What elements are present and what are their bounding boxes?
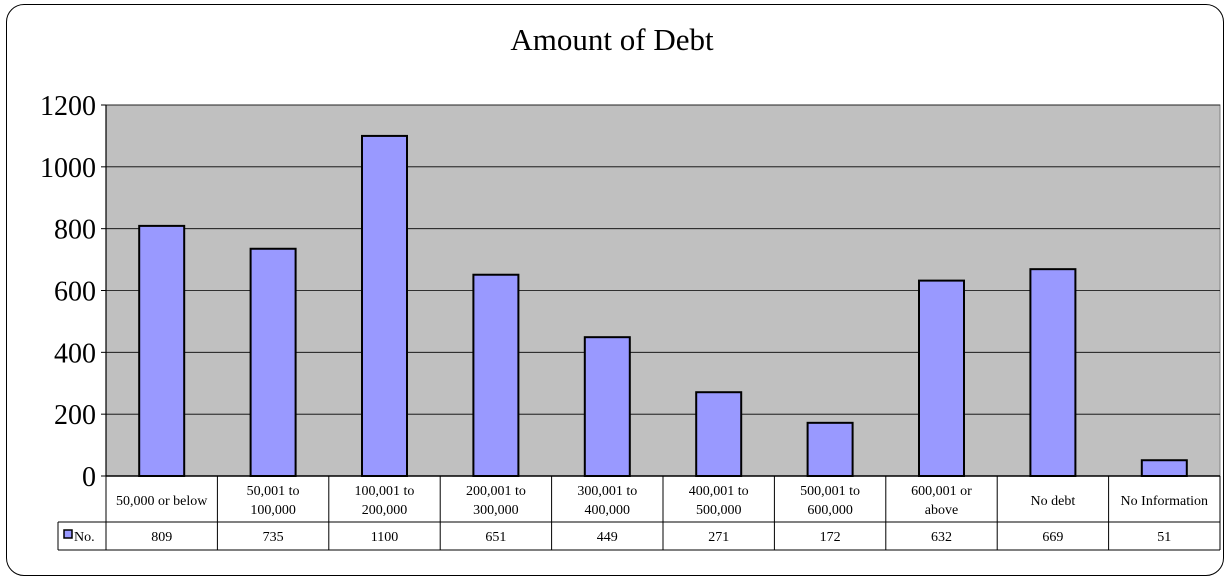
- y-tick-label: 1000: [40, 153, 96, 184]
- category-label: 200,000: [362, 503, 408, 518]
- bar: [583, 336, 631, 477]
- bar: [1140, 459, 1188, 478]
- category-label: 50,000 or below: [116, 494, 208, 509]
- data-table-value: 669: [1042, 530, 1063, 545]
- data-table-value: 651: [485, 530, 506, 545]
- data-table-value: 449: [597, 530, 618, 545]
- category-label: 400,001 to: [689, 484, 749, 499]
- data-table-value: 809: [151, 530, 172, 545]
- category-label: 500,000: [696, 503, 742, 518]
- data-table-value: 172: [820, 530, 841, 545]
- bar: [249, 247, 297, 477]
- category-label: 300,000: [473, 503, 519, 518]
- bar: [918, 279, 965, 477]
- y-tick-label: 0: [82, 462, 96, 493]
- data-table-value: 1100: [371, 530, 398, 545]
- category-label: 400,000: [585, 503, 631, 518]
- bar: [138, 224, 186, 477]
- category-label: above: [925, 503, 958, 518]
- category-label: 600,000: [807, 503, 853, 518]
- category-label: 500,001 to: [800, 484, 860, 499]
- bar: [1029, 268, 1077, 478]
- category-label: No debt: [1031, 494, 1076, 509]
- category-label: 100,001 to: [355, 484, 415, 499]
- data-table-value: 271: [708, 530, 729, 545]
- legend-label: No.: [74, 530, 95, 545]
- bar: [695, 391, 743, 477]
- category-label: 300,001 to: [577, 484, 637, 499]
- y-tick-label: 600: [54, 277, 96, 308]
- category-label: 600,001 or: [911, 484, 972, 499]
- bar: [361, 134, 408, 478]
- data-table-value: 632: [931, 530, 952, 545]
- y-tick-label: 800: [54, 215, 96, 246]
- chart-title: Amount of Debt: [510, 22, 714, 57]
- category-label: 200,001 to: [466, 484, 526, 499]
- y-tick-label: 400: [54, 338, 96, 369]
- legend-swatch: [63, 529, 73, 539]
- data-table-value: 735: [263, 530, 284, 545]
- bar: [472, 273, 520, 478]
- y-tick-label: 200: [54, 400, 96, 431]
- category-label: 100,000: [250, 503, 296, 518]
- bar: [806, 421, 854, 477]
- category-label: 50,001 to: [247, 484, 300, 499]
- category-label: No Information: [1121, 494, 1208, 509]
- data-table-value: 51: [1157, 530, 1171, 545]
- y-tick-label: 1200: [40, 91, 96, 122]
